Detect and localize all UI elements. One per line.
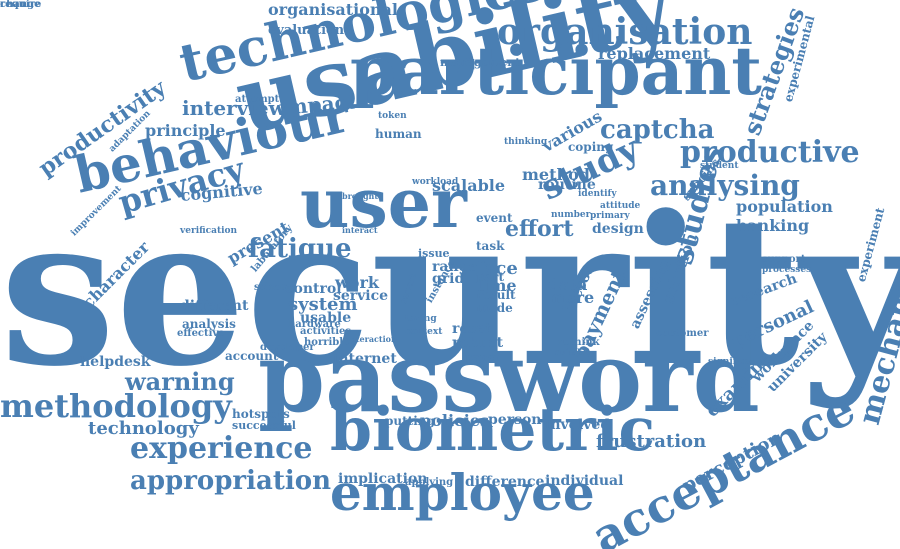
word-thinking: thinking: [504, 137, 548, 147]
word-work: work: [335, 273, 379, 292]
word-routine: routine: [538, 177, 596, 193]
word-organisation: organisation: [497, 11, 753, 53]
word-activities: activities: [300, 326, 352, 337]
word-processes: processes: [762, 265, 812, 275]
word-number: number: [551, 210, 591, 220]
word-user: user: [300, 164, 467, 244]
word-analysing: analysing: [650, 169, 800, 202]
word-different: different: [180, 298, 249, 314]
word-brought: brought: [342, 191, 379, 201]
word-biometric: biometric: [330, 395, 656, 465]
word-applying: applying: [405, 477, 454, 488]
word-developer: developer: [260, 342, 315, 353]
word-fatigue: fatigue: [248, 234, 352, 264]
word-technology: technology: [88, 418, 199, 439]
word-helpdesk: helpdesk: [80, 354, 151, 370]
word-interview: interview: [182, 96, 286, 120]
word-captcha: captcha: [600, 115, 715, 145]
word-taxing: taxing: [405, 314, 437, 324]
word-interaction: interaction: [347, 334, 397, 344]
word-hardware: hardware: [288, 319, 341, 330]
word-grid: grid: [432, 271, 465, 287]
word-more: more: [548, 288, 595, 307]
word-effort: effort: [505, 216, 574, 242]
word-context: context: [405, 327, 443, 337]
word-student: student: [700, 161, 739, 171]
word-robust: robust: [452, 335, 504, 351]
word-experience: experience: [130, 431, 313, 466]
word-password: password: [258, 321, 760, 434]
word-data: data: [548, 275, 588, 294]
word-replacement: replacement: [598, 44, 711, 63]
word-change: change: [0, 0, 41, 10]
word-face: face: [476, 258, 518, 279]
word-methodology: methodology: [0, 387, 232, 425]
word-human: human: [375, 127, 422, 141]
word-system: system: [288, 294, 358, 315]
word-organisational: organisational: [268, 0, 398, 19]
word-design: design: [592, 221, 644, 237]
word-population: population: [736, 197, 833, 216]
word-customer: customer: [656, 328, 709, 339]
word-issue: issue: [418, 247, 450, 260]
word-attempt: attempt: [235, 94, 280, 105]
word-significant: significant: [708, 357, 762, 367]
word-service: service: [333, 288, 389, 304]
word-workload: workload: [412, 177, 459, 187]
word-difference: difference: [465, 474, 545, 490]
word-coping: coping: [568, 140, 614, 154]
word-person: person: [488, 412, 542, 428]
word-frustration: frustration: [596, 431, 707, 452]
word-implication: implication: [338, 471, 428, 487]
word-task: task: [476, 239, 505, 253]
word-impact: impact: [277, 89, 357, 120]
word-control: control: [285, 281, 342, 297]
word-identify: identify: [578, 189, 617, 199]
word-policies: policies: [420, 411, 490, 430]
word-result: result: [476, 288, 516, 302]
word-event: event: [476, 211, 513, 225]
word-rethink: rethink: [558, 337, 600, 348]
word-principle: principle: [145, 121, 226, 140]
word-internet: internet: [333, 351, 397, 367]
word-verification: verification: [180, 226, 238, 236]
word-mode: mode: [476, 301, 513, 315]
word-analysis: analysis: [182, 317, 236, 331]
word-warning: warning: [125, 367, 235, 396]
word-horrible: horrible: [304, 337, 350, 348]
word-evaluation: evaluation: [268, 23, 345, 38]
word-paper: paper: [465, 351, 501, 364]
word-successful: successful: [232, 419, 296, 432]
word-productive: productive: [680, 135, 860, 170]
word-scalable: scalable: [432, 176, 506, 195]
word-primary: primary: [590, 211, 630, 221]
word-usable: usable: [300, 310, 352, 326]
word-employee: employee: [330, 463, 595, 522]
word-require: require: [0, 0, 42, 10]
word-hotspots: hotspots: [232, 407, 290, 421]
word-putting: putting: [385, 414, 435, 428]
word-reset: reset: [452, 321, 492, 337]
word-involved: involved: [545, 417, 611, 433]
word-range: range: [432, 259, 478, 275]
word-management: management: [440, 56, 521, 69]
word-effective: effective: [177, 328, 225, 339]
word-appropriation: appropriation: [130, 466, 331, 496]
word-scheme: scheme: [254, 282, 297, 293]
word-interact: interact: [342, 225, 378, 235]
word-participant: participant: [350, 32, 762, 110]
word-support: support: [762, 254, 806, 265]
word-time: time: [476, 276, 517, 295]
word-token: token: [378, 111, 407, 121]
word-security: security: [0, 172, 900, 412]
word-account: account: [225, 349, 279, 363]
word-attitude: attitude: [600, 201, 641, 211]
word-banking: banking: [736, 216, 810, 235]
word-method: method: [522, 165, 590, 184]
word-suitable: suitable: [555, 347, 591, 357]
word-part: part: [476, 270, 505, 284]
word-individual: individual: [545, 473, 624, 489]
